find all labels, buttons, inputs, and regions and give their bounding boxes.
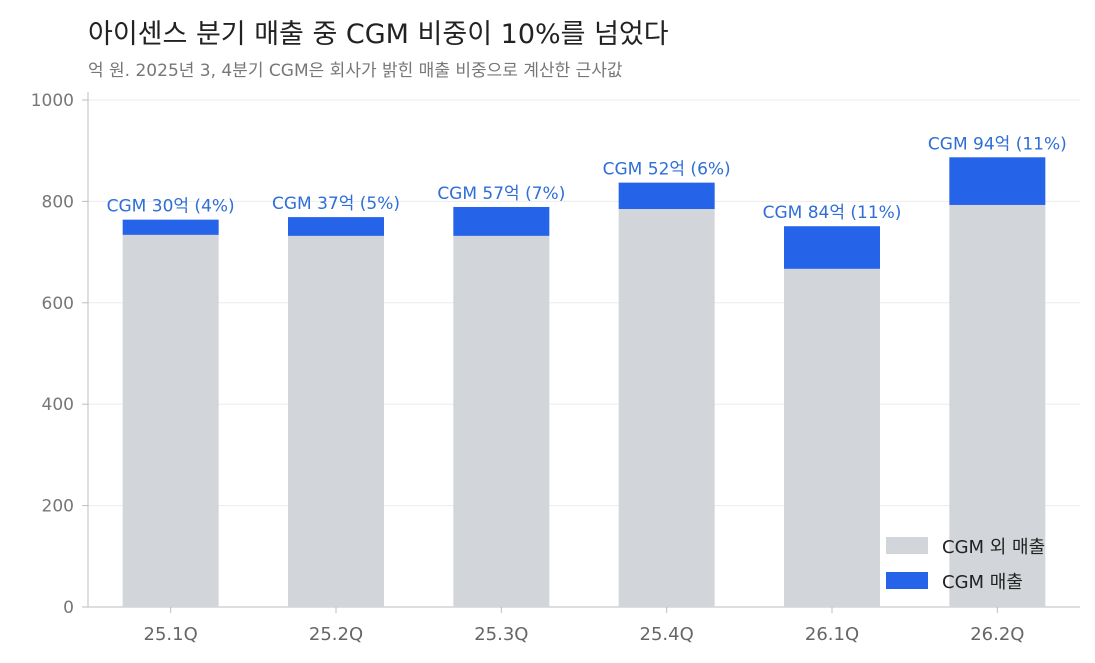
bar-cgm-25.1Q xyxy=(122,219,219,235)
bar-label-25.2Q: CGM 37억 (5%) xyxy=(272,194,400,214)
x-tick-label-26.2Q: 26.2Q xyxy=(970,624,1024,645)
y-tick-label-800: 800 xyxy=(42,192,74,212)
bar-other-25.3Q xyxy=(453,235,550,607)
x-tick-label-25.1Q: 25.1Q xyxy=(144,624,198,645)
bar-cgm-26.1Q xyxy=(784,226,880,269)
legend-label-other: CGM 외 매출 xyxy=(942,536,1046,558)
bar-other-25.4Q xyxy=(618,209,715,607)
bar-cgm-25.3Q xyxy=(453,206,550,236)
x-tick-label-25.2Q: 25.2Q xyxy=(309,624,363,645)
chart-title: 아이센스 분기 매출 중 CGM 비중이 10%를 넘었다 xyxy=(88,19,669,50)
legend: CGM 외 매출 CGM 매출 xyxy=(886,528,1045,598)
bar-label-26.1Q: CGM 84억 (11%) xyxy=(763,203,902,223)
legend-swatch-cgm xyxy=(886,572,928,589)
bar-cgm-25.4Q xyxy=(618,182,715,210)
bar-other-25.1Q xyxy=(122,234,219,607)
legend-label-cgm: CGM 매출 xyxy=(942,571,1023,593)
y-tick-label-600: 600 xyxy=(42,294,74,314)
y-tick-label-1000: 1000 xyxy=(31,91,74,111)
legend-swatch-other xyxy=(886,537,928,554)
x-tick-label-25.3Q: 25.3Q xyxy=(474,624,528,645)
legend-item-other: CGM 외 매출 xyxy=(886,528,1045,563)
bar-other-26.2Q xyxy=(949,204,1046,607)
x-tick-label-26.1Q: 26.1Q xyxy=(805,624,859,645)
chart-subtitle: 억 원. 2025년 3, 4분기 CGM은 회사가 밝힌 매출 비중으로 계산… xyxy=(88,61,623,81)
x-tick-label-25.4Q: 25.4Q xyxy=(640,624,694,645)
bar-label-25.4Q: CGM 52억 (6%) xyxy=(603,160,731,180)
bar-cgm-26.2Q xyxy=(949,157,1046,205)
legend-item-cgm: CGM 매출 xyxy=(886,563,1045,598)
y-tick-label-400: 400 xyxy=(42,395,74,415)
y-tick-label-0: 0 xyxy=(63,598,74,618)
bar-cgm-25.2Q xyxy=(288,217,384,236)
bar-other-25.2Q xyxy=(288,235,384,607)
bar-label-25.3Q: CGM 57억 (7%) xyxy=(437,184,565,204)
bar-other-26.1Q xyxy=(784,268,880,607)
bar-label-26.2Q: CGM 94억 (11%) xyxy=(928,134,1067,154)
bar-label-25.1Q: CGM 30억 (4%) xyxy=(107,197,235,217)
y-tick-label-200: 200 xyxy=(42,497,74,517)
